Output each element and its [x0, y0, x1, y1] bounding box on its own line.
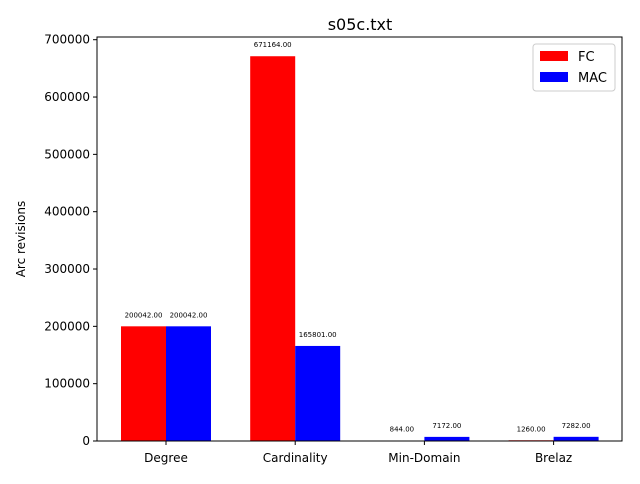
bar-fc-cardinality	[250, 56, 295, 441]
legend-swatch-mac	[540, 72, 568, 82]
data-label-fc-brelaz: 1260.00	[517, 425, 546, 433]
data-label-fc-cardinality: 671164.00	[254, 41, 292, 49]
legend: FC MAC	[533, 44, 615, 91]
x-tick-label-cardinality: Cardinality	[263, 451, 328, 465]
y-tick-label: 700000	[44, 33, 90, 47]
chart-title: s05c.txt	[328, 15, 393, 34]
bar-mac-degree	[166, 326, 211, 441]
legend-swatch-fc	[540, 51, 568, 61]
bar-mac-cardinality	[295, 346, 340, 441]
y-axis-label: Arc revisions	[14, 201, 28, 278]
y-tick-label: 500000	[44, 147, 90, 161]
data-label-mac-brelaz: 7282.00	[562, 422, 591, 430]
x-tick-label-min-domain: Min-Domain	[388, 451, 460, 465]
y-tick-label: 0	[82, 434, 90, 448]
y-tick-label: 100000	[44, 377, 90, 391]
data-label-fc-min-domain: 844.00	[390, 426, 415, 434]
data-label-mac-cardinality: 165801.00	[299, 331, 337, 339]
y-tick-label: 200000	[44, 319, 90, 333]
y-tick-label: 300000	[44, 262, 90, 276]
y-tick-label: 400000	[44, 205, 90, 219]
legend-label-fc: FC	[578, 50, 595, 65]
bar-mac-min-domain	[424, 437, 469, 441]
legend-label-mac: MAC	[578, 71, 607, 86]
data-label-fc-degree: 200042.00	[125, 311, 163, 319]
y-tick-label: 600000	[44, 90, 90, 104]
x-tick-label-degree: Degree	[144, 451, 188, 465]
bar-mac-brelaz	[554, 437, 599, 441]
bar-fc-degree	[121, 326, 166, 441]
data-label-mac-min-domain: 7172.00	[432, 422, 461, 430]
x-tick-label-brelaz: Brelaz	[535, 451, 572, 465]
data-label-mac-degree: 200042.00	[170, 311, 208, 319]
